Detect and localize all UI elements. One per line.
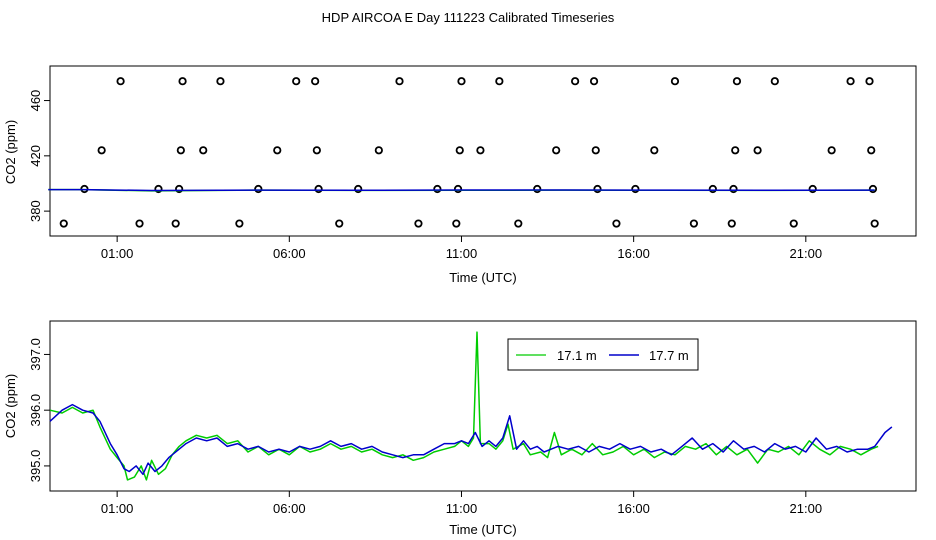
scatter-point: [453, 184, 463, 194]
x-tick-label: 01:00: [101, 246, 134, 261]
scatter-point: [433, 184, 442, 194]
scatter-point: [731, 146, 740, 155]
scatter-point: [175, 184, 184, 194]
scatter-point: [116, 77, 125, 86]
top-x-axis: 01:00 06:00 11:00 16:00 21:00: [101, 236, 822, 261]
scatter-point: [868, 184, 878, 194]
scatter-point: [571, 77, 580, 86]
scatter-point: [457, 77, 466, 86]
scatter-point: [870, 219, 879, 228]
bottom-x-axis: 01:00 06:00 11:00 16:00 21:00: [101, 491, 822, 516]
top-y-axis: 380 420 460: [28, 90, 50, 222]
scatter-point: [311, 77, 320, 86]
scatter-point: [770, 77, 779, 86]
scatter-point: [59, 219, 68, 228]
series-line-17-1-m: [49, 331, 879, 481]
scatter-point: [374, 146, 383, 155]
scatter-point: [589, 77, 599, 86]
legend-label-17-1m: 17.1 m: [557, 348, 597, 363]
scatter-point: [452, 219, 461, 228]
scatter-point: [395, 77, 404, 86]
scatter-point: [335, 219, 344, 228]
scatter-point: [292, 77, 301, 86]
scatter-point: [670, 77, 680, 86]
top-y-axis-label: CO2 (ppm): [3, 120, 18, 184]
x-tick-label: 21:00: [790, 246, 823, 261]
scatter-point: [591, 146, 600, 155]
y-tick-label: 460: [28, 90, 43, 112]
scatter-point: [354, 184, 363, 194]
x-tick-label: 16:00: [617, 501, 650, 516]
y-tick-label: 395.0: [28, 450, 43, 483]
scatter-point: [97, 146, 106, 155]
bottom-y-axis-label: CO2 (ppm): [3, 374, 18, 438]
scatter-point: [867, 146, 876, 155]
scatter-point: [729, 184, 738, 194]
scatter-point: [552, 146, 561, 155]
x-tick-label: 06:00: [273, 501, 306, 516]
bottom-y-axis: 395.0 396.0 397.0: [28, 338, 50, 482]
x-tick-label: 21:00: [790, 501, 823, 516]
scatter-point: [495, 77, 504, 86]
scatter-point: [216, 77, 225, 86]
series-line-17-7-m: [49, 403, 893, 476]
series-line-17-7-m: [48, 188, 875, 192]
scatter-point: [689, 219, 699, 228]
scatter-point: [865, 77, 874, 86]
y-tick-label: 420: [28, 145, 43, 167]
x-tick-label: 11:00: [446, 501, 478, 516]
scatter-point: [314, 184, 323, 194]
top-plot-frame: [49, 65, 917, 237]
top-panel: 01:00 06:00 11:00 16:00 21:00 380 420 460 Time…: [3, 65, 917, 285]
y-tick-label: 396.0: [28, 394, 43, 427]
scatter-point: [708, 184, 717, 194]
scatter-point: [171, 219, 180, 228]
scatter-point: [753, 146, 762, 155]
bottom-panel: 01:00 06:00 11:00 16:00 21:00 395.0 396.0 397.…: [3, 320, 917, 537]
scatter-point: [650, 146, 659, 155]
scatter-point: [533, 184, 542, 194]
scatter-point: [732, 77, 742, 86]
scatter-point: [312, 146, 321, 155]
legend: 17.1 m 17.7 m: [507, 338, 699, 371]
figure-title: HDP AIRCOA E Day 111223 Calibrated Times…: [322, 10, 615, 25]
scatter-point: [612, 219, 621, 228]
scatter-point: [514, 219, 523, 228]
x-tick-label: 01:00: [101, 501, 134, 516]
scatter-point: [476, 146, 485, 155]
scatter-point: [808, 184, 817, 194]
top-x-axis-label: Time (UTC): [449, 270, 516, 285]
scatter-point: [176, 146, 185, 155]
scatter-point: [789, 219, 798, 228]
legend-label-17-7m: 17.7 m: [649, 348, 689, 363]
scatter-point: [235, 219, 244, 228]
scatter-point: [846, 77, 855, 86]
scatter-point: [455, 146, 464, 155]
scatter-point: [727, 219, 736, 228]
bottom-plot-frame: [49, 320, 917, 492]
scatter-point: [178, 77, 187, 86]
scatter-point: [273, 146, 282, 155]
top-plot-area: [48, 77, 879, 228]
y-tick-label: 397.0: [28, 338, 43, 371]
x-tick-label: 06:00: [273, 246, 306, 261]
scatter-point: [827, 146, 836, 155]
y-tick-label: 380: [28, 200, 43, 222]
scatter-point: [135, 219, 144, 228]
scatter-point: [254, 184, 263, 194]
x-tick-label: 16:00: [617, 246, 650, 261]
bottom-plot-area: [49, 331, 893, 481]
scatter-point: [593, 184, 602, 194]
scatter-point: [414, 219, 423, 228]
bottom-x-axis-label: Time (UTC): [449, 522, 516, 537]
scatter-point: [154, 184, 163, 194]
scatter-point: [199, 146, 208, 155]
scatter-point: [631, 184, 640, 194]
x-tick-label: 11:00: [446, 246, 478, 261]
